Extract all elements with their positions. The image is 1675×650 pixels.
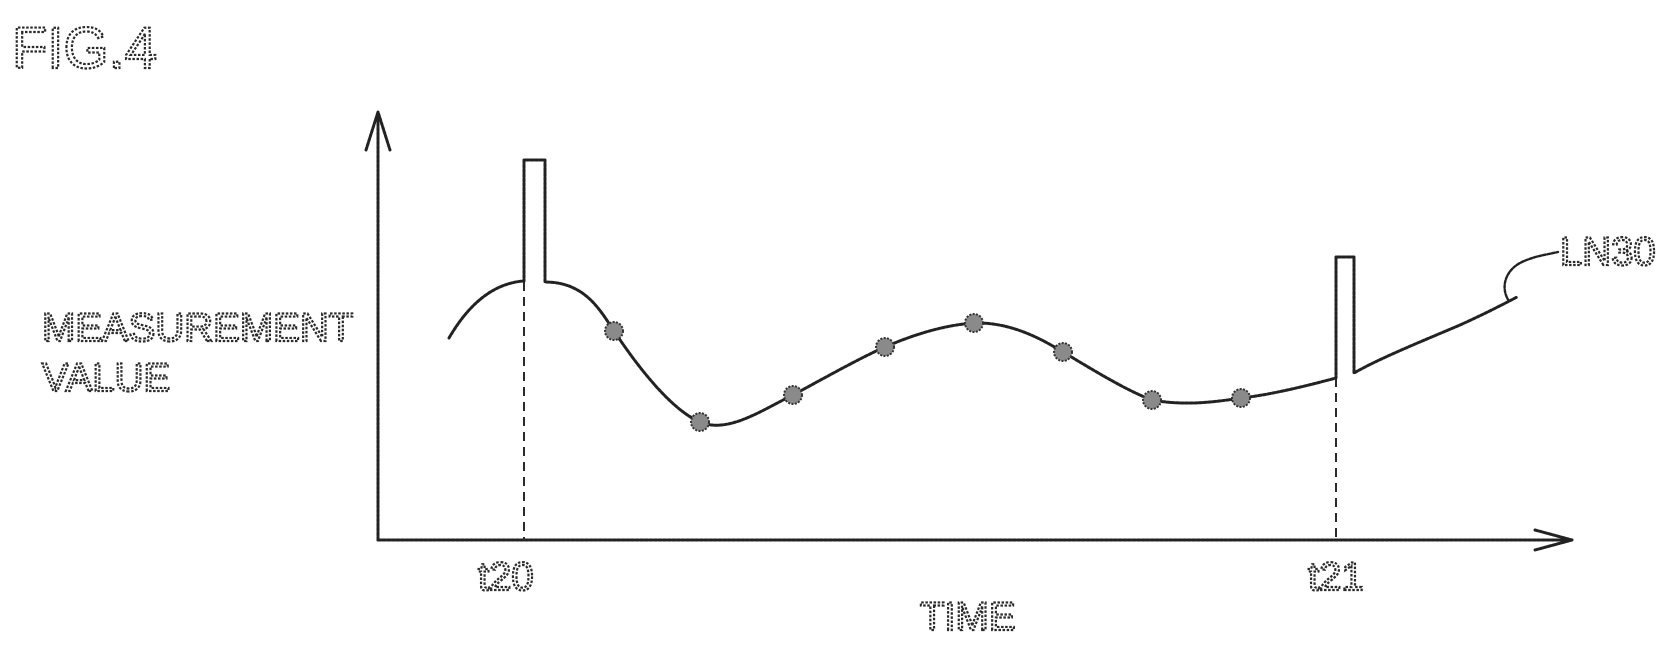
tick-label-t21: t21 (1308, 555, 1364, 599)
tick-label-t20: t20 (478, 555, 534, 599)
y-axis-label-line2: VALUE (42, 356, 170, 400)
sample-point-7 (1142, 390, 1162, 410)
figure-title: FIG.4 (12, 16, 157, 81)
x-axis-label: TIME (920, 595, 1016, 639)
x-axis-arrowhead (1533, 528, 1574, 552)
sample-point-6 (1053, 342, 1073, 362)
sample-point-2 (690, 412, 710, 432)
sample-point-8 (1231, 388, 1251, 408)
sample-point-1 (604, 321, 624, 341)
sample-point-4 (875, 337, 895, 357)
measurement-curve (447, 158, 1519, 427)
y-axis-arrowhead (364, 110, 392, 152)
sample-point-3 (783, 385, 803, 405)
sample-point-5 (964, 313, 984, 333)
y-axis-label-line1: MEASUREMENT (42, 306, 353, 350)
curve-label: LN30 (1560, 230, 1656, 274)
curve-leader-line (1503, 250, 1560, 303)
